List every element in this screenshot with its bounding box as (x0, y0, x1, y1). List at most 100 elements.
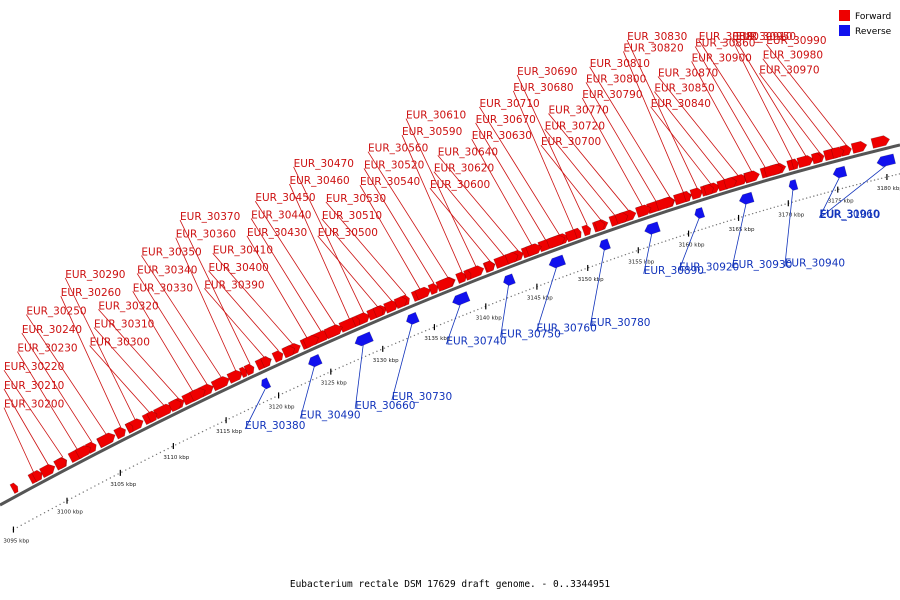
scale-dot (51, 507, 54, 510)
scale-dot (820, 193, 822, 195)
scale-dot (266, 399, 269, 402)
scale-dot (140, 461, 142, 463)
scale-dot (529, 288, 531, 291)
scale-dot (584, 268, 586, 270)
scale-dot (499, 300, 501, 302)
reverse-gene-label: EUR_30760 (536, 322, 596, 334)
scale-dot (532, 287, 535, 289)
forward-gene-label: EUR_30690 (517, 66, 577, 78)
forward-gene-arrow (435, 277, 455, 292)
scale-dot (228, 417, 230, 420)
scale-dot (74, 495, 77, 497)
forward-gene-arrow (723, 177, 737, 190)
forward-gene-label: EUR_30220 (4, 361, 64, 373)
forward-gene-label: EUR_30680 (513, 82, 573, 94)
forward-gene-arrow (689, 187, 704, 201)
forward-gene-label: EUR_30830 (627, 31, 687, 43)
leader-line (691, 61, 752, 172)
scale-dot (296, 385, 299, 388)
scale-dot (24, 522, 26, 524)
reverse-gene-label: EUR_30660 (355, 400, 415, 412)
scale-dot (148, 457, 150, 460)
scale-dot (447, 320, 449, 323)
reverse-gene-arrow (876, 153, 896, 167)
reverse-gene-arrow (599, 238, 611, 251)
reverse-legend-swatch (839, 25, 850, 36)
scale-dot (432, 326, 434, 329)
kbp-tick-label: 3115 kbp (216, 429, 242, 435)
leader-line (321, 218, 393, 302)
scale-dot (845, 186, 847, 189)
scale-dot (777, 205, 779, 207)
scale-dot (547, 281, 549, 284)
kbp-tick-label: 3145 kbp (527, 296, 553, 302)
scale-dot (327, 372, 329, 374)
scale-dot (409, 336, 412, 338)
scale-dot (379, 349, 382, 351)
leader-line (650, 106, 712, 185)
forward-gene-arrow (634, 204, 652, 218)
forward-gene-label: EUR_30860 (695, 37, 755, 49)
scale-dot (342, 365, 344, 367)
scale-dot (247, 408, 250, 411)
leader-line (293, 166, 364, 314)
forward-gene-label: EUR_30790 (582, 89, 642, 101)
leader-line (179, 219, 251, 365)
scale-dot (376, 350, 378, 353)
kbp-tick-label: 3120 kbp (269, 404, 295, 410)
scale-dot (32, 518, 34, 520)
reverse-gene-arrow (832, 165, 848, 179)
reverse-gene-arrow (644, 221, 661, 235)
forward-gene-label: EUR_30640 (438, 146, 498, 158)
scale-dot (683, 234, 685, 236)
reverse-gene-label: EUR_30380 (245, 420, 305, 432)
kbp-tick-label: 3100 kbp (57, 510, 83, 516)
reverse-gene-arrow (738, 191, 755, 205)
leader-line (60, 296, 122, 428)
forward-gene-arrow (96, 432, 116, 449)
scale-dot (334, 368, 337, 371)
forward-gene-label: EUR_30970 (759, 64, 819, 76)
forward-gene-label: EUR_30820 (623, 42, 683, 54)
forward-gene-label: EUR_30700 (541, 136, 601, 148)
scale-dot (827, 191, 829, 193)
scale-dot (755, 211, 757, 214)
scale-dot (243, 410, 246, 413)
forward-gene-arrow (703, 183, 714, 196)
forward-gene-label: EUR_30900 (692, 52, 752, 64)
genome-backbone (0, 143, 900, 507)
scale-dot (163, 449, 165, 452)
leader-line (21, 332, 93, 443)
leader-line (475, 122, 546, 241)
leader-line (512, 90, 574, 231)
scale-dot (848, 185, 851, 188)
scale-dot (610, 259, 612, 261)
scale-dot (621, 255, 623, 257)
scale-dot (59, 503, 61, 506)
scale-dot (417, 333, 419, 335)
forward-gene-arrow (243, 363, 255, 376)
forward-gene-label: EUR_30810 (590, 58, 650, 70)
scale-dot (413, 334, 416, 337)
scale-dot (653, 244, 656, 246)
reverse-gene-arrow (503, 273, 516, 286)
forward-gene-label: EUR_30230 (17, 343, 77, 355)
leader-line (500, 285, 509, 338)
scale-dot (201, 430, 204, 433)
leader-line (437, 155, 519, 251)
kbp-tick-label: 3170 kbp (778, 212, 804, 218)
scale-dot (462, 314, 464, 317)
leader-line (731, 203, 747, 269)
kbp-tick-label: 3135 kbp (424, 336, 450, 342)
forward-gene-label: EUR_30440 (251, 210, 311, 222)
scale-dot (274, 396, 276, 398)
scale-dot (510, 295, 512, 298)
forward-gene-arrow (167, 399, 182, 413)
scale-dot (562, 276, 564, 278)
scale-dot (715, 224, 718, 226)
reverse-gene-arrow (548, 254, 567, 269)
reverse-gene-label: EUR_31010 (820, 209, 880, 221)
leader-line (536, 267, 557, 332)
scale-dot (182, 440, 185, 442)
leader-line (516, 74, 588, 226)
